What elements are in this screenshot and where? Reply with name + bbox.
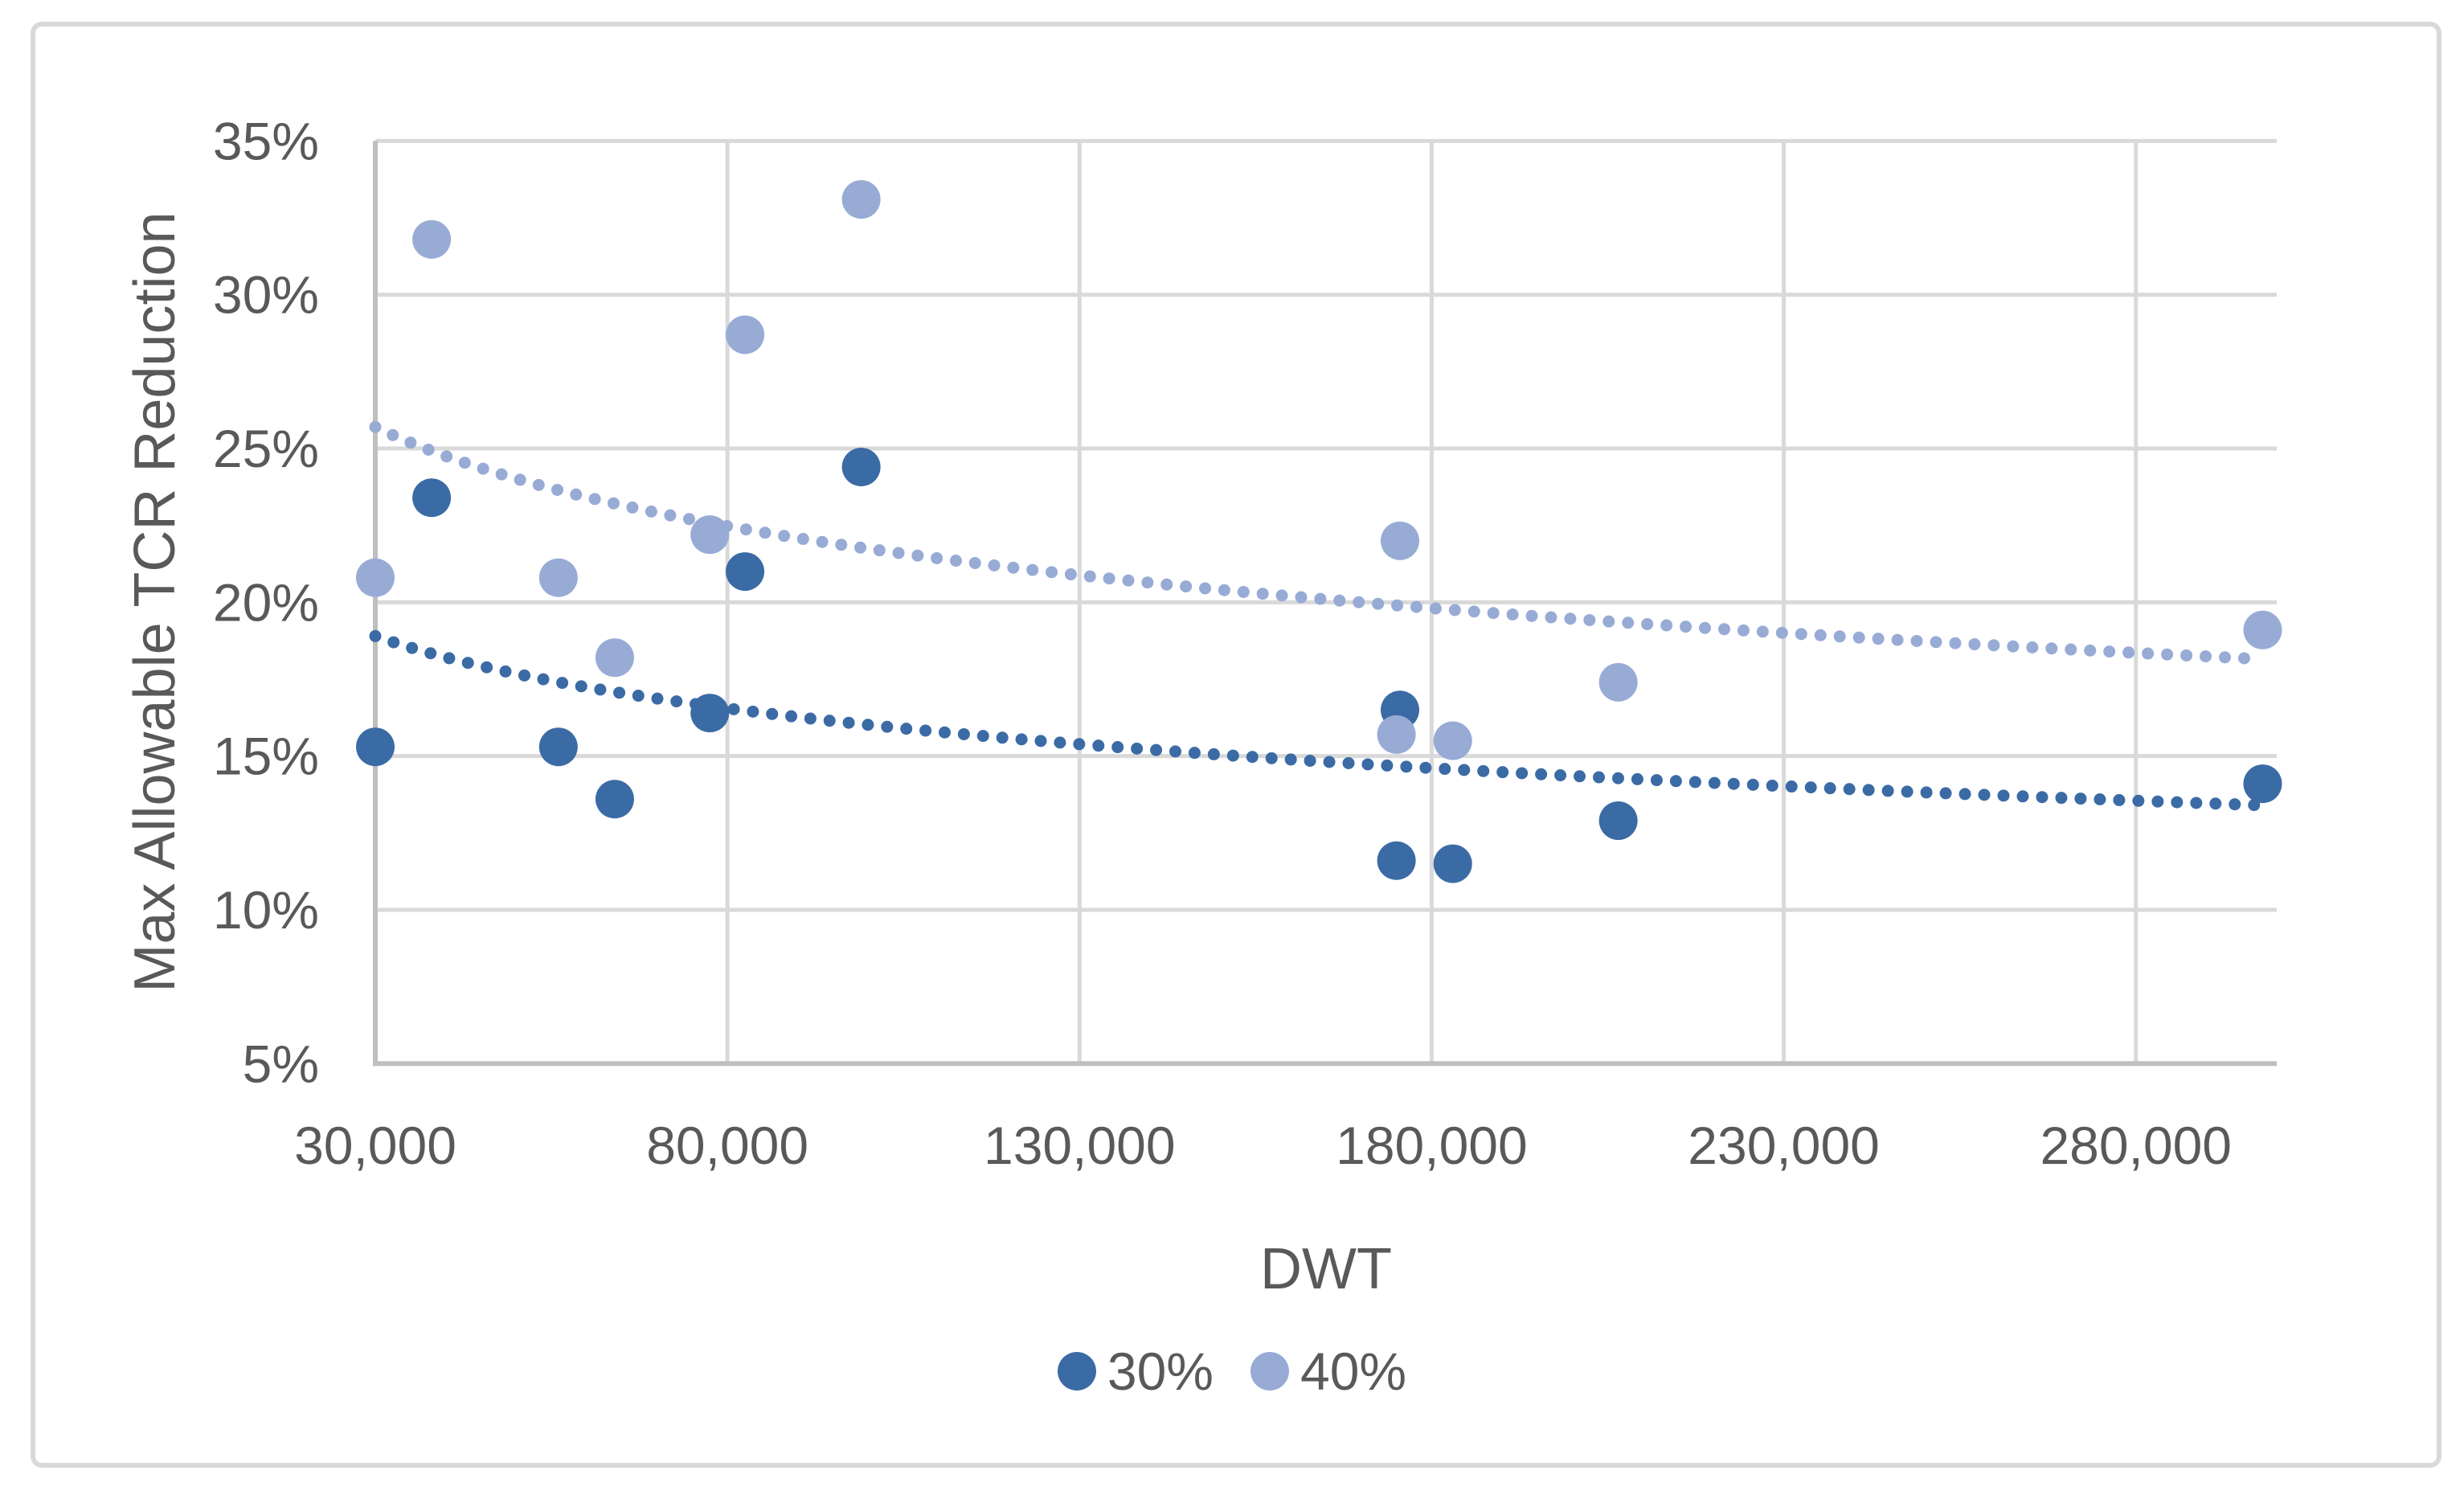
data-point-30% [356, 727, 395, 767]
data-point-40% [1433, 721, 1472, 760]
legend-marker-icon [1057, 1352, 1096, 1391]
legend-label: 30% [1107, 1341, 1214, 1401]
x-axis-title: DWT [1260, 1237, 1392, 1301]
x-tick-label: 80,000 [646, 1116, 808, 1175]
y-tick-label: 30% [213, 265, 319, 325]
data-point-30% [2243, 764, 2282, 804]
legend-item-30%: 30% [1057, 1341, 1214, 1402]
data-point-40% [2243, 610, 2282, 649]
data-point-40% [412, 219, 452, 259]
legend-item-40%: 40% [1250, 1341, 1406, 1402]
data-point-40% [726, 315, 765, 354]
legend-marker-icon [1250, 1352, 1289, 1391]
data-point-30% [1598, 801, 1638, 841]
data-point-30% [412, 478, 452, 518]
legend-label: 40% [1300, 1341, 1407, 1401]
data-point-40% [1381, 521, 1420, 560]
data-point-40% [1377, 715, 1416, 754]
data-point-40% [690, 515, 730, 555]
y-tick-label: 10% [213, 880, 319, 940]
x-tick-label: 30,000 [294, 1116, 456, 1175]
y-tick-label: 25% [213, 419, 319, 478]
y-tick-label: 20% [213, 572, 319, 632]
data-point-40% [841, 180, 881, 219]
data-point-30% [538, 727, 578, 767]
data-point-40% [356, 558, 395, 597]
trendline-40% [369, 420, 2269, 666]
y-axis-title: Max Allowable TCR Reduction [123, 211, 187, 993]
x-tick-label: 230,000 [1688, 1116, 1880, 1175]
y-tick-label: 35% [213, 111, 319, 170]
x-tick-label: 280,000 [2040, 1116, 2232, 1175]
chart-border [31, 22, 2441, 1468]
data-point-40% [1598, 662, 1638, 702]
data-point-30% [726, 552, 765, 592]
trendline-30% [369, 629, 2269, 812]
x-tick-label: 130,000 [984, 1116, 1176, 1175]
legend: 30% 40% [0, 1341, 2464, 1402]
data-point-30% [841, 447, 881, 486]
data-point-30% [1433, 844, 1472, 883]
data-point-40% [538, 558, 578, 597]
data-point-30% [595, 780, 634, 819]
y-tick-label: 5% [243, 1034, 319, 1093]
x-tick-label: 180,000 [1336, 1116, 1528, 1175]
y-tick-label: 15% [213, 727, 319, 786]
data-point-40% [595, 638, 634, 678]
data-point-30% [1377, 841, 1416, 880]
